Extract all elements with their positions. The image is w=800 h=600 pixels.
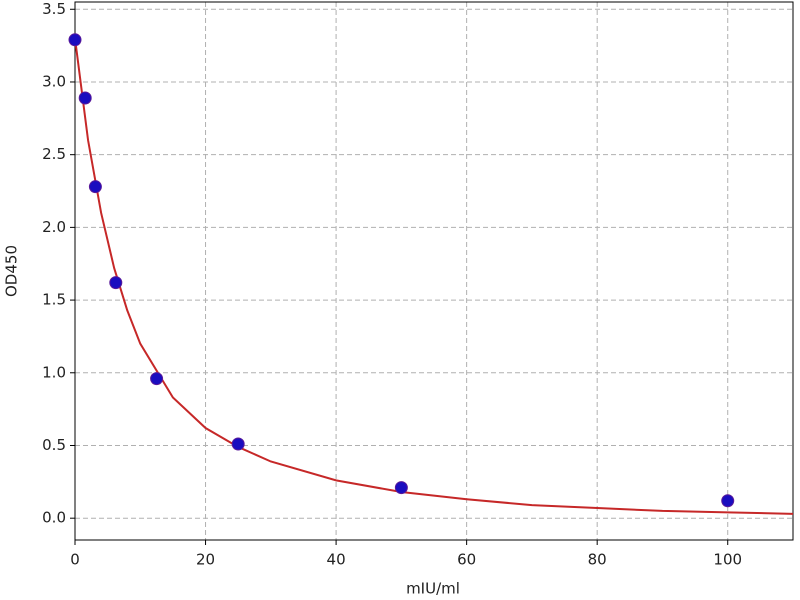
x-tick-label: 60 [457, 551, 476, 569]
fit-curve [74, 38, 794, 515]
data-point [231, 437, 245, 451]
y-tick-label: 1.5 [42, 291, 66, 309]
plot-frame [74, 1, 794, 541]
y-tick-label: 2.0 [42, 218, 66, 236]
data-point [88, 180, 102, 194]
data-point [78, 91, 92, 105]
data-point [721, 494, 735, 508]
y-tick-label: 3.0 [42, 72, 66, 90]
y-tick-label: 1.0 [42, 363, 66, 381]
y-tick-label: 0.5 [42, 436, 66, 454]
x-tick-label: 100 [713, 551, 742, 569]
data-point [109, 276, 123, 290]
data-point [394, 481, 408, 495]
y-tick-label: 2.5 [42, 145, 66, 163]
x-tick-label: 80 [588, 551, 607, 569]
y-axis-label: OD450 [3, 245, 21, 297]
x-tick-label: 0 [70, 551, 80, 569]
y-tick-label: 3.5 [42, 0, 66, 18]
x-tick-label: 20 [196, 551, 215, 569]
data-point [150, 372, 164, 386]
y-tick-label: 0.0 [42, 509, 66, 527]
x-tick-label: 40 [327, 551, 346, 569]
data-point [68, 33, 82, 47]
x-axis-label: mIU/ml [406, 580, 460, 598]
